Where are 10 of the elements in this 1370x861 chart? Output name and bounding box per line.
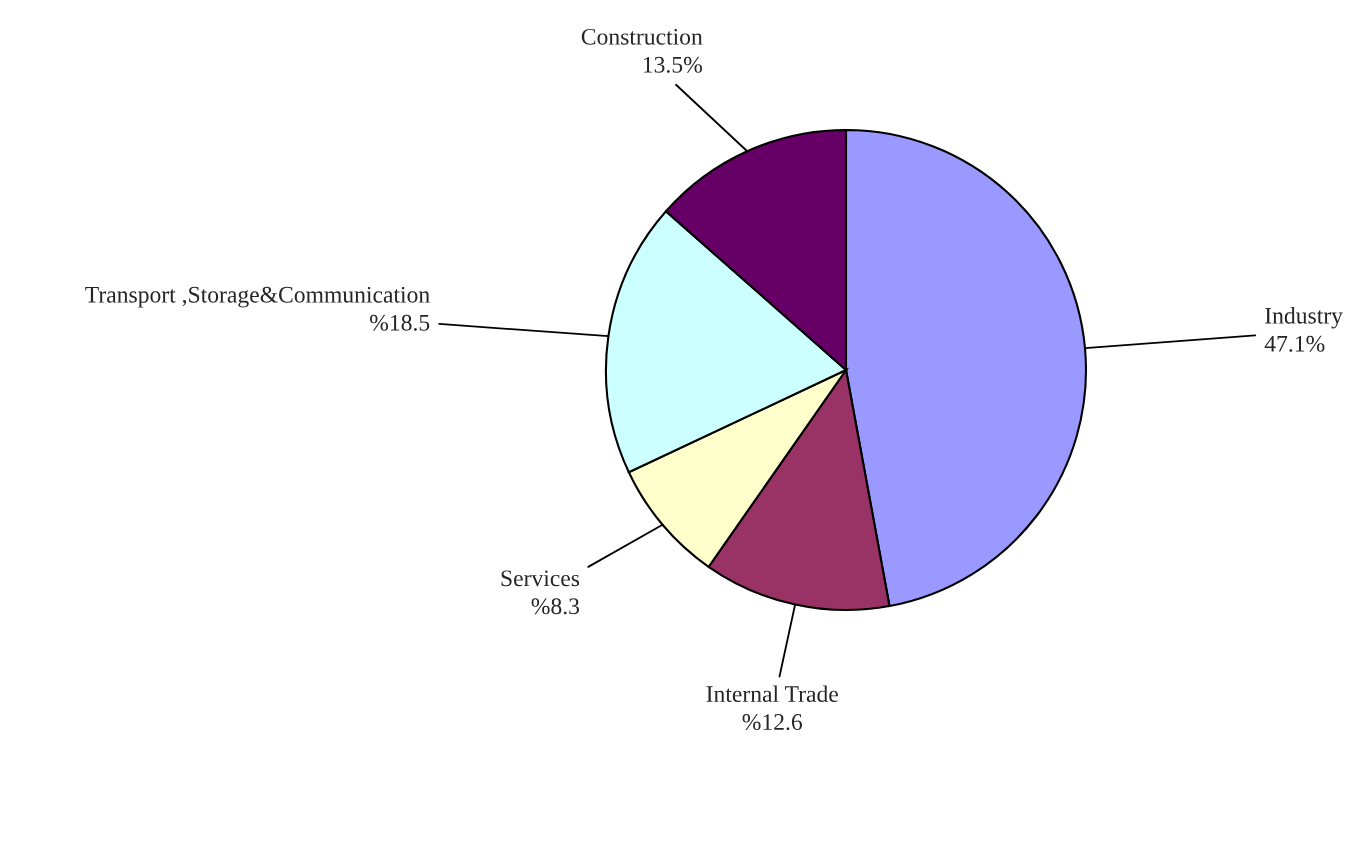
- slice-label: Transport ,Storage&Communication: [85, 286, 430, 308]
- data-label: 13.5%: [643, 56, 702, 73]
- slice-label: Internal Trade: [706, 685, 838, 703]
- slice-label: Construction: [581, 28, 703, 45]
- slice-label: Services: [501, 570, 580, 587]
- slice-label: Industry: [1265, 307, 1343, 329]
- data-label: %18.5: [370, 314, 430, 331]
- data-label: %12.6: [742, 714, 803, 731]
- data-label: %8.3: [531, 598, 580, 615]
- data-label: 47.1%: [1264, 335, 1325, 352]
